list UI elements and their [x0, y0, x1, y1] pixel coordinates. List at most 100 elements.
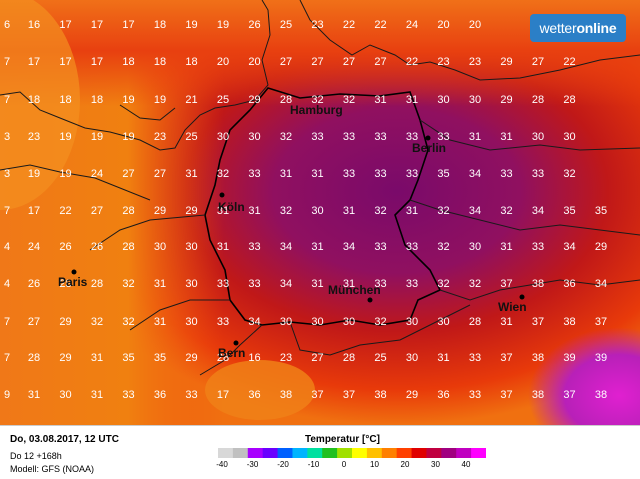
- temperature-value: 22: [343, 19, 355, 31]
- temperature-value: 25: [374, 352, 386, 364]
- temperature-value: 33: [185, 389, 197, 401]
- temperature-value: 37: [500, 278, 512, 290]
- temperature-value: 24: [91, 168, 103, 180]
- temperature-value: 20: [217, 56, 229, 68]
- temperature-value: 33: [374, 241, 386, 253]
- scale-label: 10: [370, 460, 379, 469]
- temperature-value: 33: [406, 168, 418, 180]
- temperature-value: 28: [122, 241, 134, 253]
- temperature-value: 29: [59, 352, 71, 364]
- temperature-value: 37: [343, 389, 355, 401]
- temperature-value: 30: [343, 316, 355, 328]
- temperature-value: 35: [122, 352, 134, 364]
- temperature-value: 19: [59, 168, 71, 180]
- temperature-value: 16: [28, 19, 40, 31]
- temperature-value: 34: [532, 205, 544, 217]
- temperature-value: 36: [248, 389, 260, 401]
- temperature-value: 30: [185, 316, 197, 328]
- temperature-value: 23: [280, 352, 292, 364]
- temperature-value: 28: [469, 316, 481, 328]
- temperature-value: 33: [469, 389, 481, 401]
- temperature-value: 17: [91, 56, 103, 68]
- temperature-value: 32: [343, 94, 355, 106]
- temperature-value: 19: [154, 94, 166, 106]
- temperature-value: 31: [91, 389, 103, 401]
- temperature-value: 30: [154, 241, 166, 253]
- temperature-value: 28: [122, 205, 134, 217]
- temperature-value: 30: [563, 131, 575, 143]
- city-markers: Hamburg Berlin Köln Paris München Wien Bern: [58, 103, 527, 360]
- temperature-value: 38: [374, 389, 386, 401]
- temperature-value: 18: [122, 56, 134, 68]
- temperature-value: 30: [217, 131, 229, 143]
- temperature-value: 30: [469, 94, 481, 106]
- temperature-value: 27: [311, 352, 323, 364]
- temperature-value: 36: [154, 389, 166, 401]
- temperature-value: 7: [4, 352, 10, 364]
- temperature-value: 20: [437, 19, 449, 31]
- temperature-value: 38: [563, 316, 575, 328]
- temperature-value: 26: [91, 241, 103, 253]
- temperature-value: 19: [91, 131, 103, 143]
- scale-labels: -40 -30 -20 -10 0 10 20 30 40: [0, 460, 640, 472]
- temperature-value: 34: [595, 278, 607, 290]
- scale-swatch: [247, 448, 264, 458]
- temperature-value: 30: [280, 316, 292, 328]
- legend-title: Temperatur [°C]: [305, 434, 380, 445]
- temperature-value: 35: [154, 352, 166, 364]
- temperature-value: 33: [374, 278, 386, 290]
- coastlines: [0, 0, 640, 201]
- temperature-value: 32: [280, 131, 292, 143]
- scale-swatch: [232, 448, 249, 458]
- temperature-value: 22: [563, 56, 575, 68]
- temperature-value: 23: [437, 56, 449, 68]
- temperature-value: 34: [280, 241, 292, 253]
- scale-swatch: [262, 448, 279, 458]
- temperature-value: 31: [374, 94, 386, 106]
- temperature-value: 7: [4, 94, 10, 106]
- germany-border: [204, 87, 442, 326]
- temperature-value: 19: [122, 94, 134, 106]
- temperature-value: 31: [217, 205, 229, 217]
- forecast-run: Do 12 +168h: [10, 451, 62, 461]
- temperature-value: 31: [280, 168, 292, 180]
- temperature-value: 28: [563, 94, 575, 106]
- color-scale: [218, 448, 486, 458]
- temperature-value: 32: [437, 205, 449, 217]
- city-label: Wien: [498, 300, 527, 314]
- temperature-value: 4: [4, 241, 10, 253]
- temperature-value: 37: [563, 389, 575, 401]
- temperature-value: 38: [532, 352, 544, 364]
- temperature-value: 34: [280, 278, 292, 290]
- temperature-value: 26: [59, 241, 71, 253]
- scale-swatch: [366, 448, 383, 458]
- temperature-value: 33: [406, 278, 418, 290]
- temperature-value: 31: [154, 316, 166, 328]
- temperature-value: 33: [406, 241, 418, 253]
- temperature-value: 38: [595, 389, 607, 401]
- temperature-value: 6: [4, 19, 10, 31]
- temperature-value: 30: [311, 316, 323, 328]
- temperature-value: 19: [217, 19, 229, 31]
- temperature-value: 31: [500, 316, 512, 328]
- temperature-value: 33: [532, 241, 544, 253]
- temperature-value: 17: [59, 19, 71, 31]
- temperature-value: 31: [217, 241, 229, 253]
- city-dot: [71, 269, 77, 275]
- temperature-value: 30: [469, 241, 481, 253]
- temperature-value: 17: [91, 19, 103, 31]
- city-dot: [519, 294, 525, 300]
- temperature-value: 28: [91, 278, 103, 290]
- temperature-value: 27: [91, 205, 103, 217]
- temperature-value: 31: [185, 168, 197, 180]
- temperature-value: 18: [91, 94, 103, 106]
- temperature-value: 32: [437, 241, 449, 253]
- temperature-value: 38: [280, 389, 292, 401]
- map-svg: 6 16 17 17 17 18 19 19 26 25 23 22 22 24 20 20 7 17 17 17 18…: [0, 0, 640, 425]
- temperature-value: 29: [59, 316, 71, 328]
- scale-swatch: [441, 448, 457, 458]
- scale-swatch: [411, 448, 427, 458]
- temperature-value: 31: [437, 352, 449, 364]
- temperature-value: 33: [374, 131, 386, 143]
- temperature-value: 27: [532, 56, 544, 68]
